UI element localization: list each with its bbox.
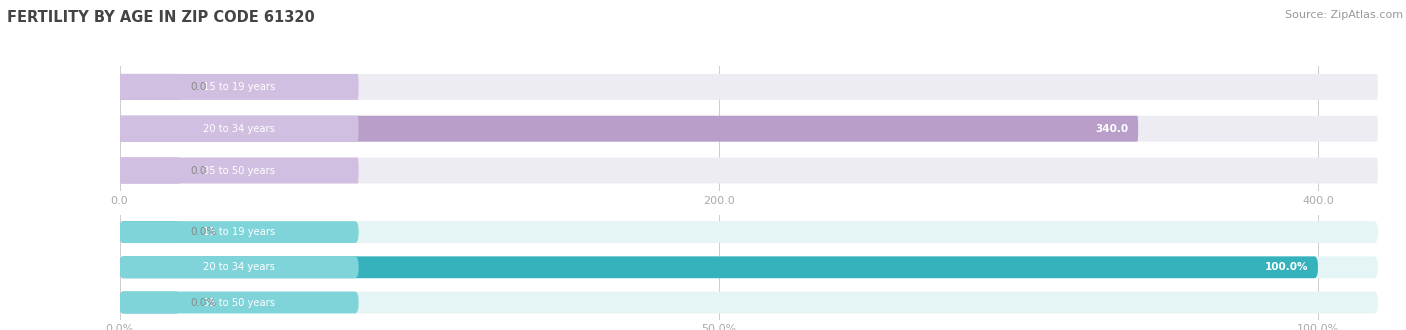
FancyBboxPatch shape: [120, 221, 1378, 243]
Text: 0.0%: 0.0%: [190, 298, 217, 308]
Text: 340.0: 340.0: [1095, 124, 1128, 134]
FancyBboxPatch shape: [120, 116, 359, 142]
FancyBboxPatch shape: [120, 256, 359, 278]
Text: 35 to 50 years: 35 to 50 years: [202, 166, 276, 176]
FancyBboxPatch shape: [120, 221, 180, 243]
FancyBboxPatch shape: [120, 292, 1378, 314]
Text: 0.0: 0.0: [190, 82, 207, 92]
Text: FERTILITY BY AGE IN ZIP CODE 61320: FERTILITY BY AGE IN ZIP CODE 61320: [7, 10, 315, 25]
FancyBboxPatch shape: [120, 292, 180, 314]
FancyBboxPatch shape: [120, 221, 359, 243]
FancyBboxPatch shape: [120, 256, 1317, 278]
FancyBboxPatch shape: [120, 74, 359, 100]
Text: 35 to 50 years: 35 to 50 years: [202, 298, 276, 308]
Text: 100.0%: 100.0%: [1264, 262, 1308, 272]
FancyBboxPatch shape: [120, 116, 1378, 142]
FancyBboxPatch shape: [120, 157, 180, 183]
FancyBboxPatch shape: [120, 157, 1378, 183]
FancyBboxPatch shape: [120, 116, 1139, 142]
Text: 15 to 19 years: 15 to 19 years: [202, 82, 276, 92]
Text: 0.0: 0.0: [190, 166, 207, 176]
FancyBboxPatch shape: [120, 74, 1378, 100]
FancyBboxPatch shape: [120, 74, 180, 100]
FancyBboxPatch shape: [120, 256, 1378, 278]
FancyBboxPatch shape: [120, 157, 359, 183]
Text: 20 to 34 years: 20 to 34 years: [202, 124, 276, 134]
Text: Source: ZipAtlas.com: Source: ZipAtlas.com: [1285, 10, 1403, 20]
FancyBboxPatch shape: [120, 292, 359, 314]
Text: 15 to 19 years: 15 to 19 years: [202, 227, 276, 237]
Text: 0.0%: 0.0%: [190, 227, 217, 237]
Text: 20 to 34 years: 20 to 34 years: [202, 262, 276, 272]
